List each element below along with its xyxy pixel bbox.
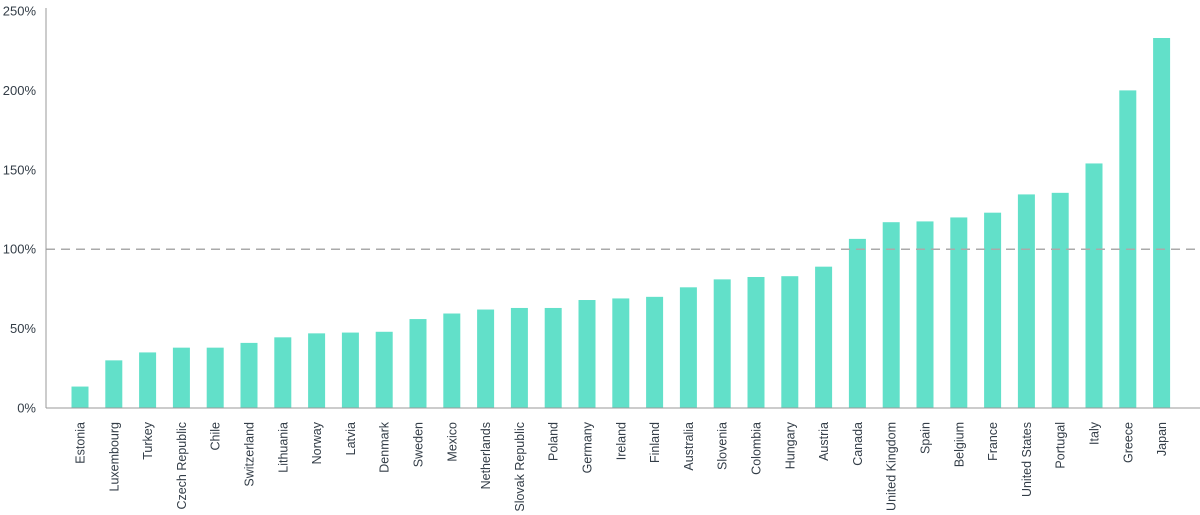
bar-spain xyxy=(916,221,934,408)
bar-lithuania xyxy=(274,337,292,408)
x-tick-label: Ireland xyxy=(614,422,628,460)
bar-czech-republic xyxy=(172,347,190,408)
y-tick-label: 150% xyxy=(3,162,37,177)
bars-layer xyxy=(71,38,1171,409)
bar-colombia xyxy=(747,276,765,408)
bar-denmark xyxy=(375,331,393,408)
bar-netherlands xyxy=(477,309,495,408)
bar-slovak-republic xyxy=(510,307,528,408)
bar-italy xyxy=(1085,163,1103,408)
bar-united-states xyxy=(1017,194,1035,408)
x-tick-label: Slovak Republic xyxy=(513,422,527,512)
bar-australia xyxy=(679,287,697,408)
x-tick-label: Slovenia xyxy=(716,422,730,470)
bar-mexico xyxy=(443,313,461,408)
axis-layer xyxy=(45,8,1200,409)
x-tick-label: Colombia xyxy=(750,422,764,475)
x-tick-label: France xyxy=(986,422,1000,461)
x-tick-label: United Kingdom xyxy=(885,422,899,511)
bar-ireland xyxy=(612,298,630,408)
x-tick-label: Italy xyxy=(1088,421,1102,445)
x-tick-label: Sweden xyxy=(412,422,426,467)
x-tick-label: Chile xyxy=(209,422,223,451)
bar-poland xyxy=(544,307,562,408)
x-tick-label: Czech Republic xyxy=(175,422,189,510)
x-tick-labels: Estonia Luxembourg Turkey Czech Republic Chi… xyxy=(74,421,1170,511)
bar-sweden xyxy=(409,319,427,408)
bar-united-kingdom xyxy=(882,222,900,408)
y-tick-label: 250% xyxy=(3,4,37,19)
bar-switzerland xyxy=(240,342,258,408)
x-tick-label: Norway xyxy=(310,421,324,464)
bar-estonia xyxy=(71,386,89,408)
y-tick-labels: 0% 50% 100% 150% 200% 250% xyxy=(3,4,37,416)
x-tick-label: United States xyxy=(1020,422,1034,497)
x-tick-label: Spain xyxy=(919,422,933,454)
x-tick-label: Hungary xyxy=(783,421,797,469)
bar-chile xyxy=(206,347,224,408)
bar-slovenia xyxy=(713,279,731,408)
bar-norway xyxy=(308,333,326,408)
x-tick-label: Japan xyxy=(1155,422,1169,456)
x-tick-label: Turkey xyxy=(141,421,155,459)
x-tick-label: Greece xyxy=(1121,422,1135,463)
x-tick-label: Mexico xyxy=(445,422,459,462)
x-tick-label: Luxembourg xyxy=(107,422,121,492)
bar-finland xyxy=(646,296,664,408)
bar-turkey xyxy=(139,352,157,408)
x-tick-label: Germany xyxy=(581,421,595,473)
bar-belgium xyxy=(950,217,968,408)
x-tick-label: Portugal xyxy=(1054,422,1068,469)
x-tick-label: Latvia xyxy=(344,422,358,455)
x-tick-label: Denmark xyxy=(378,421,392,472)
y-tick-label: 100% xyxy=(3,242,37,257)
x-tick-label: Canada xyxy=(851,422,865,466)
bar-luxembourg xyxy=(105,360,123,408)
x-tick-label: Switzerland xyxy=(243,422,257,487)
bar-austria xyxy=(815,266,833,408)
y-tick-label: 50% xyxy=(10,321,36,336)
x-tick-label: Poland xyxy=(547,422,561,461)
x-tick-label: Austria xyxy=(817,422,831,461)
bar-france xyxy=(984,212,1002,408)
bar-japan xyxy=(1153,38,1171,408)
x-tick-label: Finland xyxy=(648,422,662,463)
x-tick-label: Belgium xyxy=(952,422,966,467)
x-tick-label: Australia xyxy=(682,422,696,471)
bar-canada xyxy=(848,238,866,408)
bar-hungary xyxy=(781,276,799,408)
x-tick-label: Lithuania xyxy=(276,422,290,473)
x-tick-label: Estonia xyxy=(74,422,88,464)
bar-portugal xyxy=(1051,192,1069,408)
y-tick-label: 0% xyxy=(17,401,36,416)
bar-latvia xyxy=(341,332,359,408)
x-tick-label: Netherlands xyxy=(479,422,493,489)
y-tick-label: 200% xyxy=(3,83,37,98)
bar-germany xyxy=(578,300,596,408)
